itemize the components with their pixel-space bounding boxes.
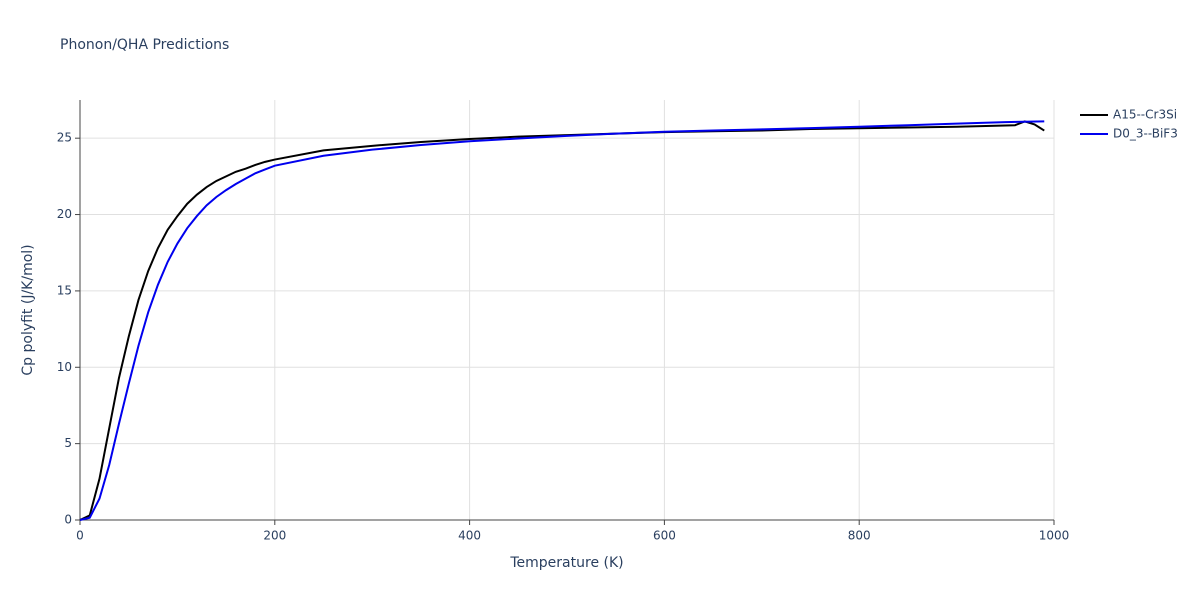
x-tick-label: 1000	[1039, 529, 1070, 543]
x-axis-title: Temperature (K)	[509, 555, 623, 571]
legend-label: D0_3--BiF3	[1113, 127, 1178, 141]
y-tick-label: 20	[57, 207, 72, 221]
data-line	[79, 120, 1045, 521]
y-axis-title: Cp polyfit (J/K/mol)	[20, 244, 36, 375]
x-tick-label: 600	[653, 529, 676, 543]
data-line	[79, 120, 1045, 521]
x-tick-label: 200	[263, 529, 286, 543]
y-tick-label: 5	[64, 436, 72, 450]
x-tick-label: 800	[848, 529, 871, 543]
x-tick-label: 0	[76, 529, 84, 543]
y-tick-label: 25	[57, 131, 72, 145]
y-tick-label: 0	[64, 513, 72, 527]
x-tick-label: 400	[458, 529, 481, 543]
legend-label: A15--Cr3Si	[1113, 108, 1177, 122]
chart-title: Phonon/QHA Predictions	[60, 37, 229, 53]
y-tick-label: 15	[57, 283, 72, 297]
y-tick-label: 10	[57, 360, 72, 374]
